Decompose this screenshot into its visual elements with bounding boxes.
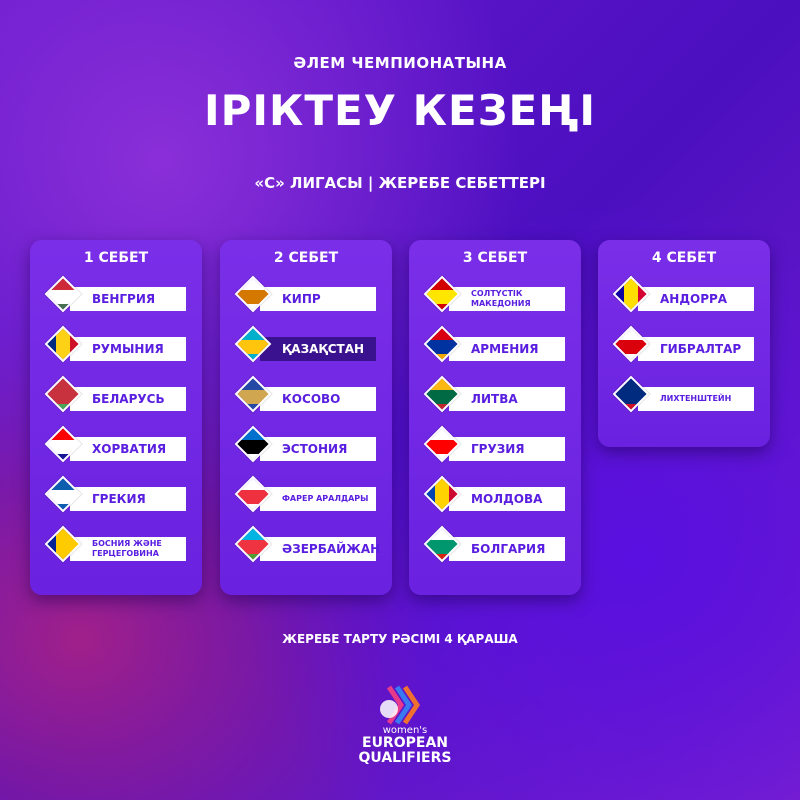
team-name: БОЛГАРИЯ (449, 537, 565, 561)
pot-3: 3 СЕБЕТ СОЛТҮСТІК МАКЕДОНИЯ АРМЕНИЯ ЛИТВА ГР… (409, 240, 581, 595)
team-item: ӘЗЕРБАЙЖАН (220, 522, 392, 572)
pot-1: 1 СЕБЕТ ВЕНГРИЯ РУМЫНИЯ БЕЛАРУСЬ ХОРВАТИЯ ГРЕ… (30, 240, 202, 595)
pot-4: 4 СЕБЕТ АНДОРРА ГИБРАЛТАР ЛИХТЕНШТЕЙН (598, 240, 770, 447)
team-name: БЕЛАРУСЬ (70, 387, 186, 411)
team-item: ЭСТОНИЯ (220, 422, 392, 472)
team-item: ХОРВАТИЯ (30, 422, 202, 472)
team-item: КОСОВО (220, 372, 392, 422)
league-label: «С» ЛИГАСЫ | ЖЕРЕБЕ СЕБЕТТЕРІ (254, 174, 546, 192)
team-name: КИПР (260, 287, 376, 311)
team-name: ЛИТВА (449, 387, 565, 411)
team-item: РУМЫНИЯ (30, 322, 202, 372)
team-item: БОЛГАРИЯ (409, 522, 581, 572)
team-name: РУМЫНИЯ (70, 337, 186, 361)
page-title: ІРІКТЕУ КЕЗЕҢІ (203, 86, 597, 135)
team-item: БЕЛАРУСЬ (30, 372, 202, 422)
team-item: ҚАЗАҚСТАН (220, 322, 392, 372)
team-item: ГРЕКИЯ (30, 472, 202, 522)
team-item: ГРУЗИЯ (409, 422, 581, 472)
pot-title: 2 СЕБЕТ (273, 250, 339, 266)
pot-title: 3 СЕБЕТ (462, 250, 528, 266)
team-name: ӘЗЕРБАЙЖАН (260, 537, 380, 561)
team-item: ЛИХТЕНШТЕЙН (598, 372, 770, 422)
team-name: ГРЕКИЯ (70, 487, 186, 511)
pot-title: 4 СЕБЕТ (651, 250, 717, 266)
team-item: БОСНИЯ ЖӘНЕ ГЕРЦЕГОВИНА (30, 522, 202, 572)
logo: women's EUROPEAN QUALIFIERS (355, 685, 455, 766)
team-name: ВЕНГРИЯ (70, 287, 186, 311)
draw-date: ЖЕРЕБЕ ТАРТУ РӘСІМІ 4 ҚАРАША (282, 632, 518, 646)
team-name: ҚАЗАҚСТАН (260, 337, 376, 361)
team-item: МОЛДОВА (409, 472, 581, 522)
team-name: АРМЕНИЯ (449, 337, 565, 361)
team-name: АНДОРРА (638, 287, 754, 311)
team-name: ЛИХТЕНШТЕЙН (638, 387, 754, 411)
team-name: БОСНИЯ ЖӘНЕ ГЕРЦЕГОВИНА (70, 537, 186, 561)
pot-2: 2 СЕБЕТ КИПР ҚАЗАҚСТАН КОСОВО ЭСТОНИЯ ФАРЕР А… (220, 240, 392, 595)
team-name: ГИБРАЛТАР (638, 337, 754, 361)
team-name: ФАРЕР АРАЛДАРЫ (260, 487, 376, 511)
team-item: СОЛТҮСТІК МАКЕДОНИЯ (409, 272, 581, 322)
team-item: АРМЕНИЯ (409, 322, 581, 372)
team-item: ВЕНГРИЯ (30, 272, 202, 322)
team-name: ГРУЗИЯ (449, 437, 565, 461)
logo-chevrons-icon (375, 685, 435, 725)
team-name: ЭСТОНИЯ (260, 437, 376, 461)
team-name: СОЛТҮСТІК МАКЕДОНИЯ (449, 287, 565, 311)
team-name: ХОРВАТИЯ (70, 437, 186, 461)
team-item: ФАРЕР АРАЛДАРЫ (220, 472, 392, 522)
team-item: ЛИТВА (409, 372, 581, 422)
pot-title: 1 СЕБЕТ (83, 250, 149, 266)
team-item: ГИБРАЛТАР (598, 322, 770, 372)
team-item: АНДОРРА (598, 272, 770, 322)
team-item: КИПР (220, 272, 392, 322)
team-name: МОЛДОВА (449, 487, 565, 511)
subtitle: ӘЛЕМ ЧЕМПИОНАТЫНА (293, 54, 507, 72)
team-name: КОСОВО (260, 387, 376, 411)
